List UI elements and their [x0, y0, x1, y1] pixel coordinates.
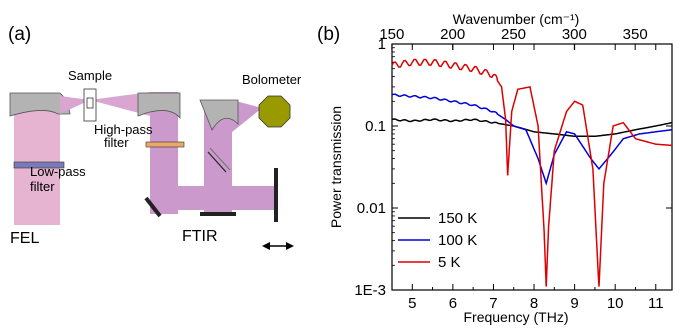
y-axis-title: Power transmission — [328, 106, 344, 228]
y-tick-label: 0.1 — [365, 118, 386, 135]
top-tick-label: 150 — [379, 26, 404, 43]
x-tick-label: 9 — [570, 295, 578, 312]
low-pass-label-2: filter — [30, 179, 55, 194]
legend-label: 5 K — [438, 254, 461, 271]
top-tick-label: 250 — [501, 26, 526, 43]
high-pass-label-1: High-pass — [94, 122, 153, 137]
top-tick-label: 350 — [623, 26, 648, 43]
y-tick-label: 1 — [378, 36, 386, 53]
panel-a-label: (a) — [8, 24, 31, 45]
panel-b: (b) Wavenumber (cm⁻¹) Frequency (THz) Po… — [317, 11, 673, 325]
sample-label: Sample — [68, 68, 112, 83]
arrow-head-left — [262, 242, 270, 250]
panel-b-label: (b) — [317, 24, 340, 45]
legend-label: 100 K — [438, 232, 477, 249]
bolometer-cone — [232, 100, 262, 132]
ftir-input-beam — [150, 92, 178, 214]
legend-label: 150 K — [438, 210, 477, 227]
x-tick-label: 10 — [607, 295, 624, 312]
plot-frame — [391, 43, 673, 291]
low-pass-filter — [13, 161, 65, 169]
x-tick-label: 5 — [408, 295, 416, 312]
series-line-100k — [391, 93, 673, 186]
beam-cone-out — [90, 92, 150, 116]
fixed-mirror — [144, 196, 162, 218]
x-tick-label: 6 — [449, 295, 457, 312]
ftir-label: FTIR — [182, 228, 218, 245]
top-tick-label: 200 — [440, 26, 465, 43]
beam-splitter-edge — [209, 147, 231, 171]
beam-cone-in — [60, 96, 90, 114]
sample-window — [86, 97, 94, 109]
fel-label: FEL — [10, 230, 39, 247]
bolometer-label: Bolometer — [242, 72, 302, 87]
series-line-5k — [391, 58, 673, 287]
top-tick-label: 300 — [562, 26, 587, 43]
high-pass-label-2: filter — [104, 135, 129, 150]
top-axis-title: Wavenumber (cm⁻¹) — [453, 11, 580, 27]
low-pass-label-1: Low-pass — [30, 164, 86, 179]
bolometer-icon — [258, 95, 291, 128]
high-pass-filter — [145, 141, 185, 148]
parabolic-mirror-right — [137, 92, 181, 120]
ftir-vertical-beam — [204, 130, 232, 214]
x-tick-label: 11 — [648, 295, 664, 312]
series-line-150k — [391, 118, 673, 137]
arrow-head-right — [286, 242, 294, 250]
y-tick-label: 1E-3 — [354, 282, 386, 299]
bolometer-mirror — [199, 99, 239, 131]
x-tick-label: 7 — [489, 295, 497, 312]
panel-a: (a) Low-pass filter FEL Sample High-pass… — [8, 24, 302, 250]
x-tick-label: 8 — [530, 295, 538, 312]
y-tick-label: 0.01 — [357, 200, 386, 217]
beam-splitter — [207, 151, 227, 173]
x-axis-title: Frequency (THz) — [463, 309, 568, 325]
plot-area: 5 6 7 8 9 10 11 150 200 250 300 350 1E-3 0.01 0.1 1 150 … — [354, 26, 673, 312]
